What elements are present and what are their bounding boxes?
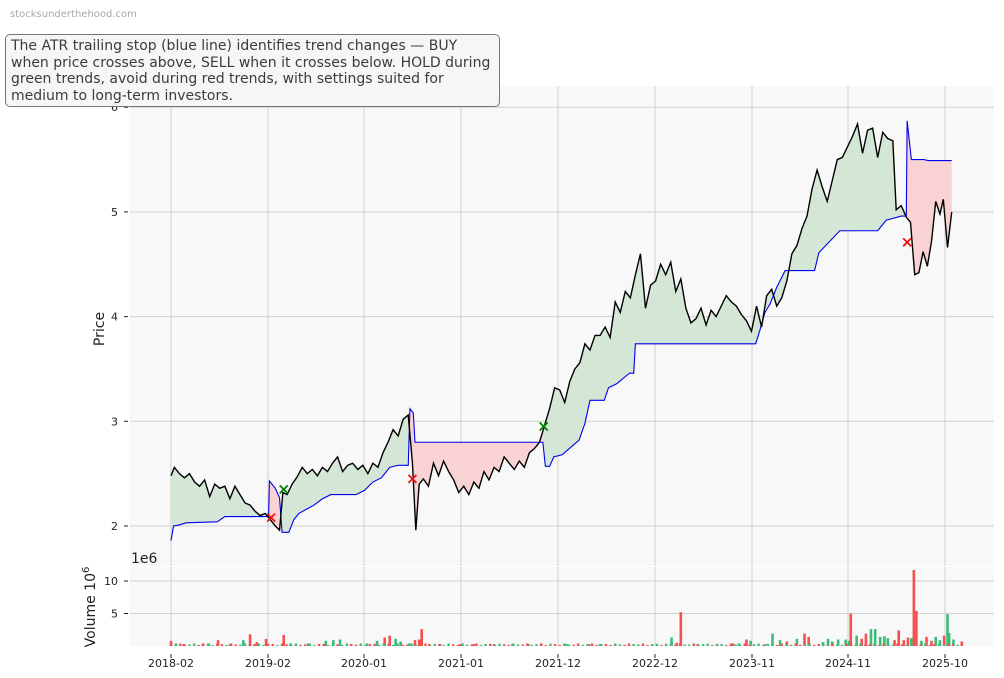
x-tick-label: 2021-12 (535, 657, 581, 670)
x-tick-label: 2024-11 (825, 657, 871, 670)
volume-offset-label: 1e6 (131, 551, 158, 567)
sell-signal-marker (407, 474, 418, 484)
y-tick-label: 2 (111, 520, 118, 533)
date-x-axis: 2018-02 2019-02 2020-01 2021-01 2021-12 2022-… (148, 654, 968, 670)
x-tick-label: 2021-01 (438, 657, 484, 670)
y-tick-label: 4 (111, 311, 118, 324)
annotation-box: The ATR trailing stop (blue line) identi… (5, 34, 500, 107)
x-tick-label: 2020-01 (341, 657, 387, 670)
atr-stop-line (170, 120, 952, 541)
price-line (170, 121, 953, 532)
y-tick-label: 5 (111, 608, 118, 621)
volume-axis-label: Volume 106 (81, 567, 99, 648)
sell-signal-marker (266, 512, 276, 523)
y-tick-label: 10 (104, 575, 118, 588)
y-tick-label: 5 (111, 206, 118, 219)
price-axis-label: Price (92, 312, 108, 346)
watermark: stocksunderthehood.com (10, 9, 137, 20)
x-tick-label: 2025-10 (922, 657, 968, 670)
volume-bars (169, 569, 964, 646)
price-y-axis: 2 3 4 5 6 (111, 101, 128, 533)
volume-y-axis: 5 10 (104, 575, 128, 621)
sell-signal-marker (902, 237, 912, 247)
signal-markers (266, 237, 912, 523)
buy-signal-marker (539, 421, 549, 432)
y-tick-label: 6 (111, 101, 118, 114)
x-tick-label: 2019-02 (245, 657, 291, 670)
y-tick-label: 3 (111, 415, 118, 428)
x-tick-label: 2018-02 (148, 657, 194, 670)
buy-signal-marker (279, 484, 289, 494)
volume-plot-area (130, 567, 994, 646)
x-tick-label: 2022-12 (632, 657, 678, 670)
x-tick-label: 2023-11 (729, 657, 775, 670)
